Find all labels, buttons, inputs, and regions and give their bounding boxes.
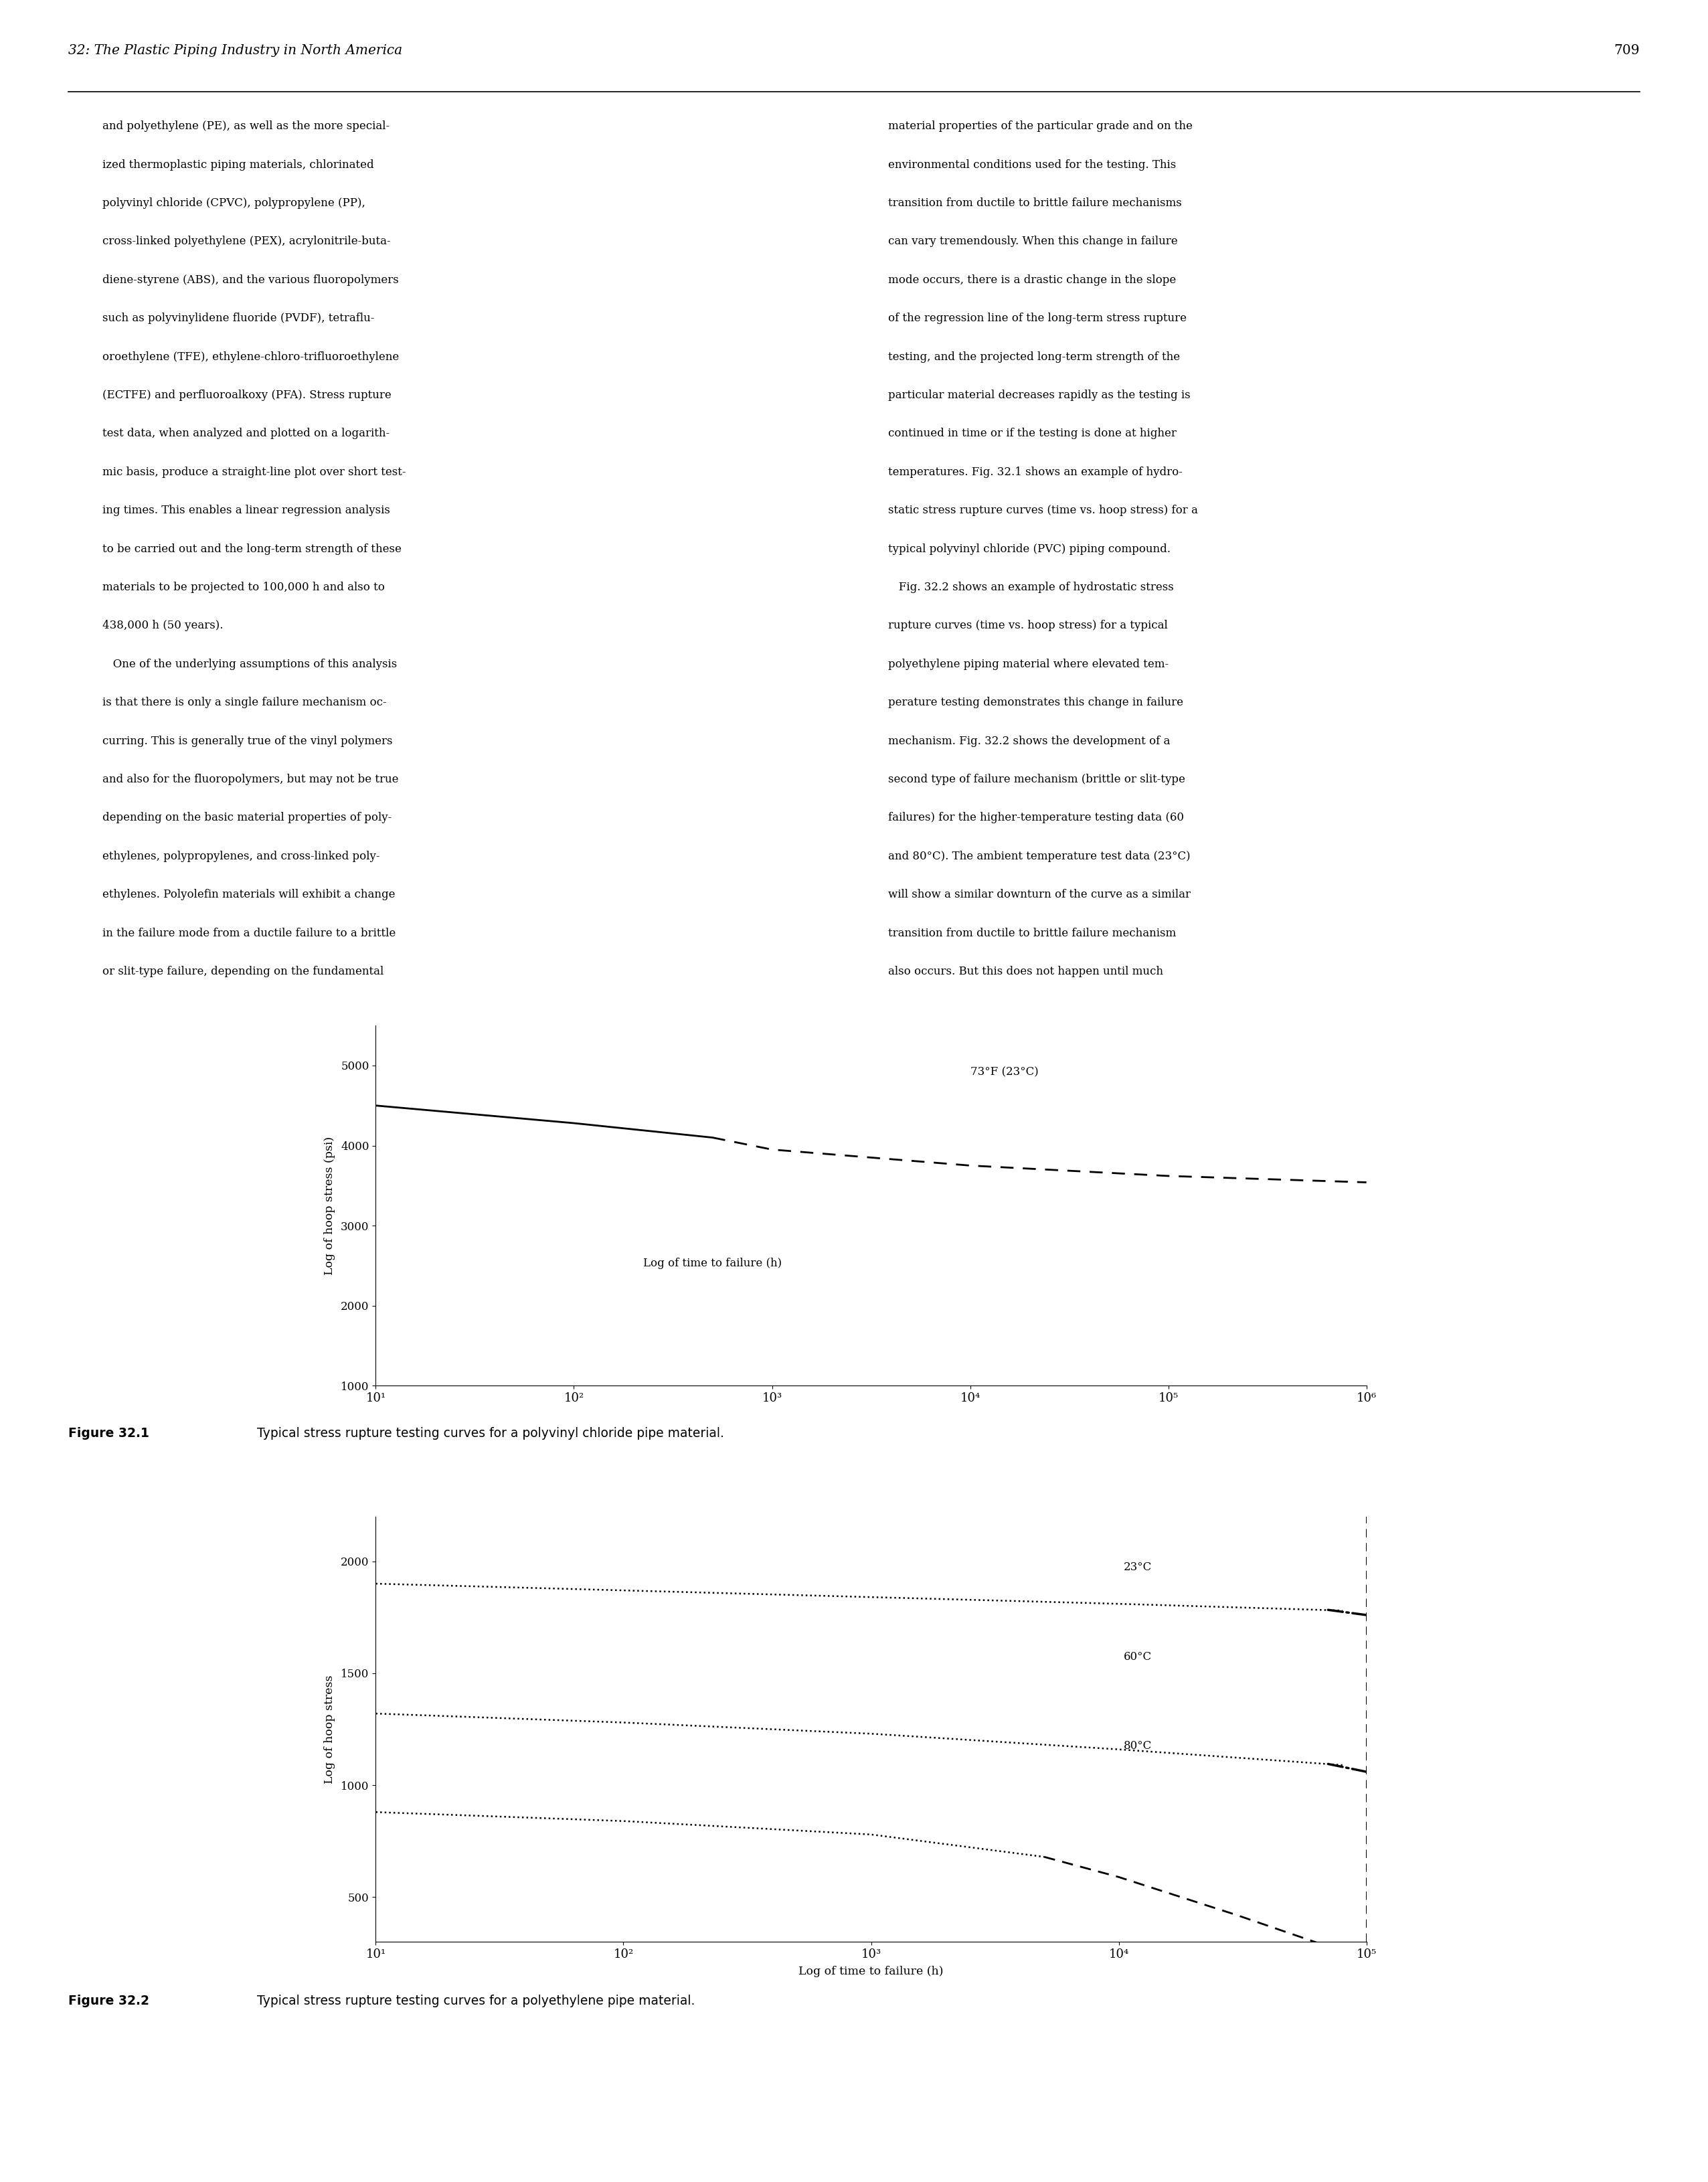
- Text: to be carried out and the long-term strength of these: to be carried out and the long-term stre…: [102, 543, 401, 554]
- Text: such as polyvinylidene fluoride (PVDF), tetraflu-: such as polyvinylidene fluoride (PVDF), …: [102, 312, 374, 325]
- Text: 32: The Plastic Piping Industry in North America: 32: The Plastic Piping Industry in North…: [68, 44, 403, 57]
- Text: testing, and the projected long-term strength of the: testing, and the projected long-term str…: [888, 351, 1180, 362]
- Text: (ECTFE) and perfluoroalkoxy (PFA). Stress rupture: (ECTFE) and perfluoroalkoxy (PFA). Stres…: [102, 391, 391, 401]
- Text: temperatures. Fig. 32.1 shows an example of hydro-: temperatures. Fig. 32.1 shows an example…: [888, 467, 1182, 478]
- Text: transition from ductile to brittle failure mechanism: transition from ductile to brittle failu…: [888, 927, 1177, 938]
- Text: 73°F (23°C): 73°F (23°C): [970, 1067, 1038, 1078]
- Text: ethylenes, polypropylenes, and cross-linked poly-: ethylenes, polypropylenes, and cross-lin…: [102, 851, 379, 862]
- Text: Figure 32.1: Figure 32.1: [68, 1427, 149, 1440]
- Text: and polyethylene (PE), as well as the more special-: and polyethylene (PE), as well as the mo…: [102, 120, 389, 131]
- Text: is that there is only a single failure mechanism oc-: is that there is only a single failure m…: [102, 696, 386, 709]
- Text: material properties of the particular grade and on the: material properties of the particular gr…: [888, 120, 1192, 131]
- Text: depending on the basic material properties of poly-: depending on the basic material properti…: [102, 812, 391, 823]
- Text: also occurs. But this does not happen until much: also occurs. But this does not happen un…: [888, 967, 1163, 978]
- Text: mechanism. Fig. 32.2 shows the development of a: mechanism. Fig. 32.2 shows the developme…: [888, 735, 1170, 746]
- Text: 80°C: 80°C: [1124, 1741, 1151, 1752]
- Text: polyethylene piping material where elevated tem-: polyethylene piping material where eleva…: [888, 659, 1168, 670]
- Text: curring. This is generally true of the vinyl polymers: curring. This is generally true of the v…: [102, 735, 393, 746]
- Text: or slit-type failure, depending on the fundamental: or slit-type failure, depending on the f…: [102, 967, 384, 978]
- Text: One of the underlying assumptions of this analysis: One of the underlying assumptions of thi…: [102, 659, 398, 670]
- Text: Log of time to failure (h): Log of time to failure (h): [644, 1257, 782, 1270]
- Text: typical polyvinyl chloride (PVC) piping compound.: typical polyvinyl chloride (PVC) piping …: [888, 543, 1170, 554]
- Text: 23°C: 23°C: [1124, 1562, 1151, 1573]
- Text: perature testing demonstrates this change in failure: perature testing demonstrates this chang…: [888, 696, 1184, 709]
- Text: ethylenes. Polyolefin materials will exhibit a change: ethylenes. Polyolefin materials will exh…: [102, 888, 395, 901]
- Text: mode occurs, there is a drastic change in the slope: mode occurs, there is a drastic change i…: [888, 275, 1177, 286]
- Text: Typical stress rupture testing curves for a polyethylene pipe material.: Typical stress rupture testing curves fo…: [249, 1994, 695, 2007]
- Text: 438,000 h (50 years).: 438,000 h (50 years).: [102, 620, 224, 631]
- Text: 60°C: 60°C: [1124, 1652, 1151, 1663]
- Text: and also for the fluoropolymers, but may not be true: and also for the fluoropolymers, but may…: [102, 775, 398, 786]
- Text: will show a similar downturn of the curve as a similar: will show a similar downturn of the curv…: [888, 888, 1190, 901]
- Text: 709: 709: [1614, 44, 1640, 57]
- Text: mic basis, produce a straight-line plot over short test-: mic basis, produce a straight-line plot …: [102, 467, 407, 478]
- Text: transition from ductile to brittle failure mechanisms: transition from ductile to brittle failu…: [888, 196, 1182, 209]
- Y-axis label: Log of hoop stress: Log of hoop stress: [325, 1676, 335, 1783]
- Text: cross-linked polyethylene (PEX), acrylonitrile-buta-: cross-linked polyethylene (PEX), acrylon…: [102, 236, 391, 247]
- Text: oroethylene (TFE), ethylene-chloro-trifluoroethylene: oroethylene (TFE), ethylene-chloro-trifl…: [102, 351, 400, 362]
- Y-axis label: Log of hoop stress (psi): Log of hoop stress (psi): [325, 1137, 335, 1274]
- Text: failures) for the higher-temperature testing data (60: failures) for the higher-temperature tes…: [888, 812, 1184, 823]
- Text: particular material decreases rapidly as the testing is: particular material decreases rapidly as…: [888, 391, 1190, 401]
- Text: of the regression line of the long-term stress rupture: of the regression line of the long-term …: [888, 312, 1187, 325]
- Text: in the failure mode from a ductile failure to a brittle: in the failure mode from a ductile failu…: [102, 927, 396, 938]
- Text: continued in time or if the testing is done at higher: continued in time or if the testing is d…: [888, 428, 1177, 439]
- Text: Figure 32.2: Figure 32.2: [68, 1994, 149, 2007]
- Text: materials to be projected to 100,000 h and also to: materials to be projected to 100,000 h a…: [102, 583, 384, 594]
- Text: polyvinyl chloride (CPVC), polypropylene (PP),: polyvinyl chloride (CPVC), polypropylene…: [102, 196, 366, 209]
- Text: ized thermoplastic piping materials, chlorinated: ized thermoplastic piping materials, chl…: [102, 159, 374, 170]
- Text: Typical stress rupture testing curves for a polyvinyl chloride pipe material.: Typical stress rupture testing curves fo…: [249, 1427, 724, 1440]
- Text: can vary tremendously. When this change in failure: can vary tremendously. When this change …: [888, 236, 1179, 247]
- Text: diene-styrene (ABS), and the various fluoropolymers: diene-styrene (ABS), and the various flu…: [102, 275, 398, 286]
- X-axis label: Log of time to failure (h): Log of time to failure (h): [799, 1966, 943, 1977]
- Text: rupture curves (time vs. hoop stress) for a typical: rupture curves (time vs. hoop stress) fo…: [888, 620, 1168, 631]
- Text: static stress rupture curves (time vs. hoop stress) for a: static stress rupture curves (time vs. h…: [888, 504, 1197, 517]
- Text: test data, when analyzed and plotted on a logarith-: test data, when analyzed and plotted on …: [102, 428, 389, 439]
- Text: and 80°C). The ambient temperature test data (23°C): and 80°C). The ambient temperature test …: [888, 851, 1190, 862]
- Text: ing times. This enables a linear regression analysis: ing times. This enables a linear regress…: [102, 504, 389, 517]
- Text: Fig. 32.2 shows an example of hydrostatic stress: Fig. 32.2 shows an example of hydrostati…: [888, 583, 1173, 594]
- Text: second type of failure mechanism (brittle or slit-type: second type of failure mechanism (brittl…: [888, 775, 1185, 786]
- Text: environmental conditions used for the testing. This: environmental conditions used for the te…: [888, 159, 1177, 170]
